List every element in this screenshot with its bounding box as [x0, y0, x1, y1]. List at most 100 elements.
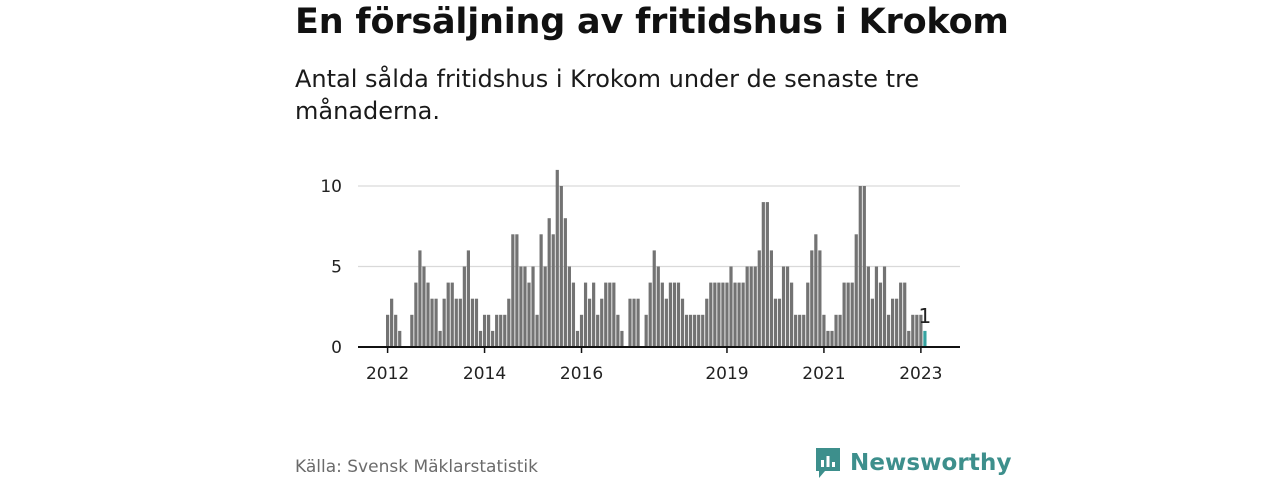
bar: [519, 266, 523, 347]
bar: [628, 298, 632, 347]
bar: [567, 266, 571, 347]
bar: [741, 282, 745, 347]
bar: [482, 314, 487, 347]
bar: [842, 282, 846, 347]
bar: [470, 298, 475, 347]
bar: [474, 298, 479, 347]
bar: [858, 186, 862, 347]
bar: [414, 282, 418, 347]
bar: [531, 266, 535, 347]
bar: [680, 298, 685, 347]
bar: [430, 298, 434, 347]
bar: [426, 282, 430, 347]
bar: [478, 330, 483, 347]
bar: [907, 330, 911, 347]
x-tick-label: 2021: [802, 364, 845, 384]
bar: [422, 266, 426, 347]
bar-chart: 0 5 10 1 2012 2014 2016 2019 2021 2023: [320, 169, 960, 384]
bar: [866, 266, 870, 347]
bar: [636, 298, 640, 347]
bar: [830, 330, 834, 347]
bar: [769, 250, 773, 347]
bar: [616, 314, 620, 347]
bar: [583, 282, 588, 347]
bar: [846, 282, 850, 347]
bar: [693, 314, 697, 347]
bar: [826, 330, 830, 347]
bar: [773, 298, 778, 347]
bar: [547, 218, 551, 347]
bar: [539, 234, 543, 347]
bars: [386, 169, 927, 347]
bar: [697, 314, 701, 347]
bar: [794, 314, 798, 347]
bar: [511, 234, 515, 347]
bar: [579, 314, 584, 347]
bar: [410, 314, 414, 347]
bar: [438, 330, 442, 347]
bar: [487, 314, 491, 347]
bar: [878, 282, 883, 347]
bar: [632, 298, 636, 347]
bar-latest: [923, 330, 927, 347]
bar: [822, 314, 826, 347]
bar: [398, 330, 402, 347]
newsworthy-logo-icon: [816, 448, 840, 478]
bar: [592, 282, 596, 347]
bar: [491, 330, 495, 347]
bar: [507, 298, 511, 347]
bar: [555, 169, 559, 347]
chart-subtitle: Antal sålda fritidshus i Krokom under de…: [295, 65, 920, 125]
bar: [874, 266, 879, 347]
bar: [543, 266, 547, 347]
bar: [834, 314, 838, 347]
bar: [503, 314, 507, 347]
y-tick-label: 5: [331, 258, 342, 278]
latest-value-label: 1: [919, 304, 932, 328]
bar: [870, 298, 874, 347]
bar: [765, 202, 769, 347]
bar: [454, 298, 458, 347]
bar: [705, 298, 709, 347]
x-tick-label: 2023: [899, 364, 942, 384]
bar: [882, 266, 887, 347]
brand-logo[interactable]: Newsworthy: [814, 446, 1012, 480]
bar: [729, 266, 733, 347]
bar: [814, 234, 818, 347]
bar: [684, 314, 689, 347]
bar: [899, 282, 903, 347]
bar: [862, 186, 866, 347]
bar: [854, 234, 858, 347]
axes: 0 5 10 1 2012 2014 2016 2019 2021 2023: [320, 177, 960, 384]
bar: [838, 314, 842, 347]
bar: [450, 282, 454, 347]
bar: [721, 282, 725, 347]
bar: [390, 298, 394, 347]
bar: [810, 250, 814, 347]
bar: [588, 298, 592, 347]
bar: [737, 282, 741, 347]
bar: [644, 314, 648, 347]
bar: [753, 266, 757, 347]
bar: [802, 314, 806, 347]
bar: [790, 282, 794, 347]
bar: [676, 282, 681, 347]
bar: [523, 266, 527, 347]
bar: [806, 282, 810, 347]
bar: [656, 266, 660, 347]
bar: [709, 282, 713, 347]
bar: [777, 298, 782, 347]
bar: [757, 250, 761, 347]
x-tick-label: 2019: [705, 364, 748, 384]
y-tick-label: 0: [331, 338, 342, 358]
x-tick-label: 2016: [560, 364, 603, 384]
bar: [499, 314, 503, 347]
bar: [713, 282, 717, 347]
bar: [446, 282, 450, 347]
bar: [575, 330, 580, 347]
bar: [462, 266, 466, 347]
bar: [571, 282, 576, 347]
gridlines: [358, 185, 960, 268]
bar: [563, 218, 567, 347]
bar: [466, 250, 470, 347]
